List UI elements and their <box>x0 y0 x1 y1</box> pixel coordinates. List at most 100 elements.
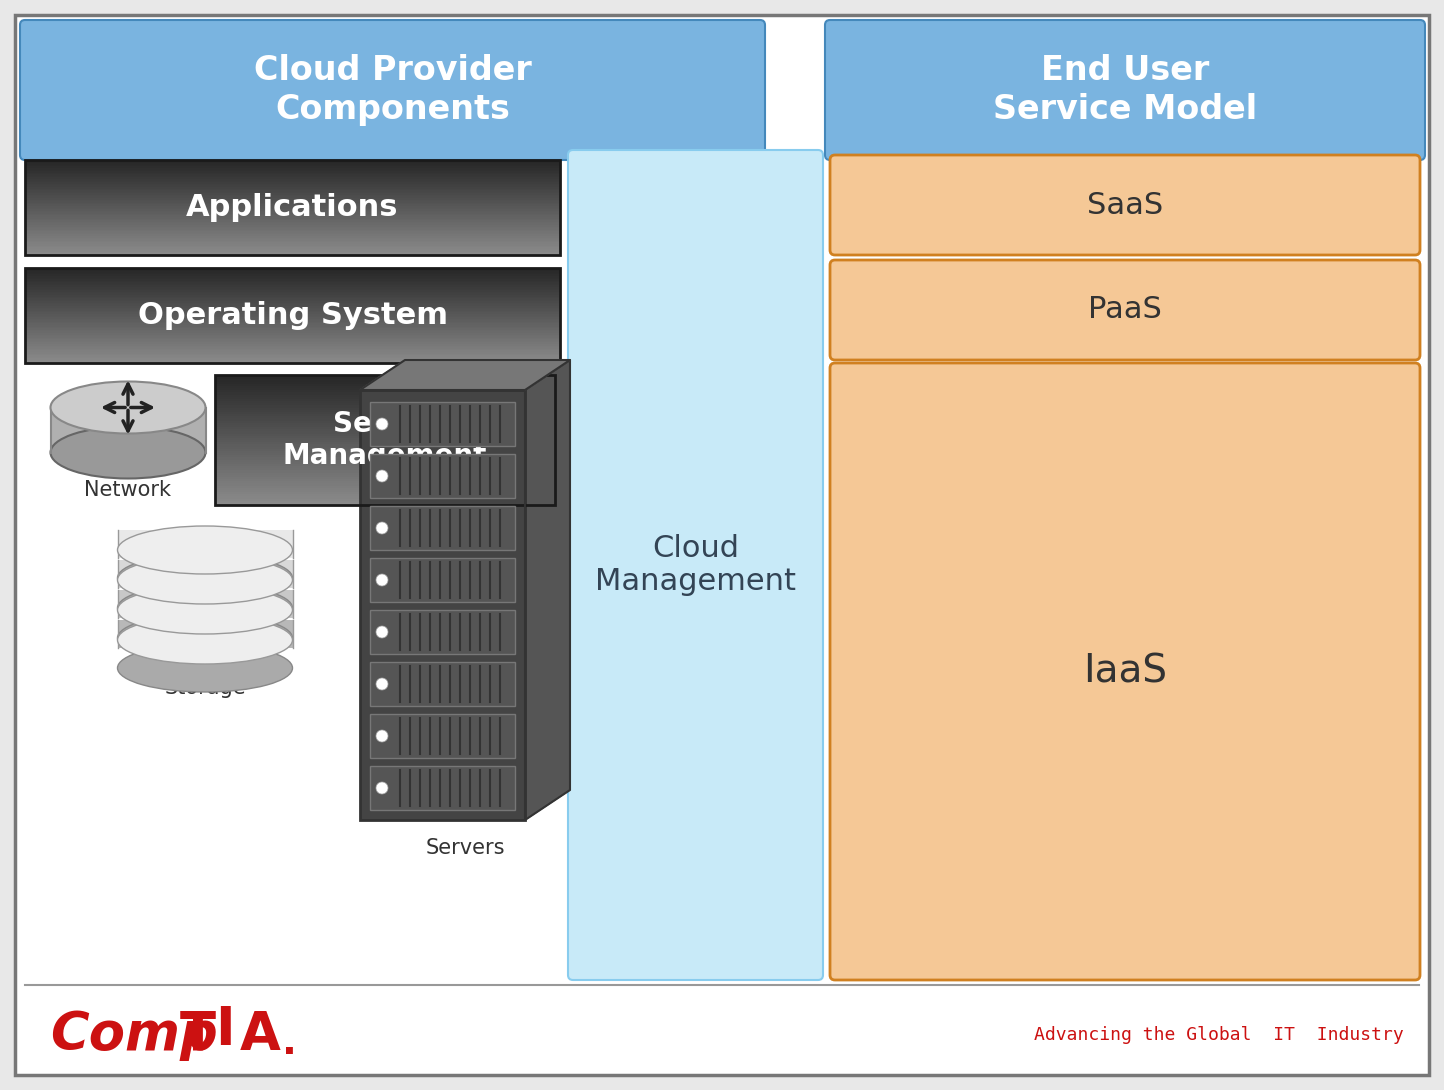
Bar <box>215 443 554 446</box>
Bar <box>215 412 554 415</box>
Text: Servers: Servers <box>425 838 505 858</box>
Bar <box>215 456 554 458</box>
Bar <box>25 356 560 360</box>
Bar <box>215 405 554 409</box>
Bar <box>215 395 554 398</box>
Bar <box>25 172 560 175</box>
Bar <box>215 421 554 424</box>
Bar <box>215 416 554 420</box>
Bar <box>25 198 560 201</box>
Bar <box>25 362 560 364</box>
Ellipse shape <box>117 554 293 602</box>
Circle shape <box>375 730 388 742</box>
Bar <box>25 328 560 330</box>
Text: A: A <box>240 1009 282 1061</box>
Bar <box>215 483 554 486</box>
Text: Cloud
Management: Cloud Management <box>595 534 796 596</box>
Bar <box>25 253 560 256</box>
Bar <box>215 481 554 484</box>
Bar <box>370 766 516 810</box>
Bar <box>215 419 554 422</box>
Bar <box>25 221 560 225</box>
Bar <box>25 360 560 362</box>
Bar <box>25 268 560 363</box>
Bar <box>215 496 554 499</box>
Bar <box>25 228 560 231</box>
Bar <box>215 390 554 393</box>
Bar <box>370 506 516 550</box>
Bar <box>25 185 560 187</box>
Bar <box>25 295 560 298</box>
Bar <box>25 352 560 354</box>
Ellipse shape <box>117 586 293 634</box>
Bar <box>25 359 560 361</box>
Bar <box>25 186 560 190</box>
Bar <box>25 207 560 210</box>
Text: PaaS: PaaS <box>1089 295 1162 325</box>
Bar <box>25 247 560 250</box>
Bar <box>25 298 560 301</box>
Ellipse shape <box>117 644 293 692</box>
Bar <box>370 455 516 498</box>
Bar <box>25 233 560 235</box>
Bar <box>25 242 560 245</box>
Text: Applications: Applications <box>186 193 399 222</box>
Text: Comp: Comp <box>51 1009 218 1061</box>
Bar <box>25 283 560 287</box>
Bar <box>25 161 560 165</box>
Bar <box>25 324 560 326</box>
Bar <box>25 170 560 172</box>
Text: T: T <box>180 1009 217 1061</box>
Bar <box>117 590 293 618</box>
Bar <box>25 350 560 353</box>
Bar <box>215 472 554 475</box>
Bar <box>25 339 560 342</box>
Bar <box>215 474 554 477</box>
Bar <box>25 322 560 325</box>
Bar <box>25 331 560 334</box>
Bar <box>215 458 554 460</box>
Bar <box>25 195 560 197</box>
Bar <box>25 251 560 253</box>
Bar <box>25 282 560 284</box>
Bar <box>25 168 560 170</box>
Bar <box>215 375 554 505</box>
Ellipse shape <box>117 526 293 574</box>
Bar <box>215 489 554 493</box>
Bar <box>215 460 554 462</box>
Bar <box>215 451 554 455</box>
Bar <box>215 386 554 389</box>
Bar <box>25 342 560 346</box>
Bar <box>215 403 554 407</box>
Circle shape <box>375 574 388 586</box>
Bar <box>25 287 560 290</box>
Bar <box>117 620 293 647</box>
Bar <box>215 462 554 464</box>
Bar <box>25 189 560 191</box>
Bar <box>215 464 554 467</box>
Bar <box>25 336 560 339</box>
Bar <box>25 244 560 246</box>
Bar <box>25 335 560 337</box>
Bar <box>215 487 554 490</box>
Bar <box>215 384 554 387</box>
Bar <box>215 453 554 457</box>
Bar <box>25 223 560 226</box>
Bar <box>25 344 560 347</box>
Bar <box>215 470 554 473</box>
Text: Operating System: Operating System <box>137 301 448 330</box>
Bar <box>215 432 554 435</box>
Bar <box>215 382 554 385</box>
Ellipse shape <box>117 556 293 604</box>
Ellipse shape <box>117 614 293 662</box>
Bar <box>25 320 560 323</box>
Circle shape <box>375 626 388 638</box>
Text: Advancing the Global  IT  Industry: Advancing the Global IT Industry <box>1034 1026 1404 1044</box>
Bar <box>25 165 560 168</box>
Bar <box>25 313 560 315</box>
Bar <box>25 196 560 199</box>
Bar <box>25 249 560 252</box>
Bar <box>25 290 560 293</box>
Bar <box>25 231 560 234</box>
Ellipse shape <box>51 382 205 434</box>
